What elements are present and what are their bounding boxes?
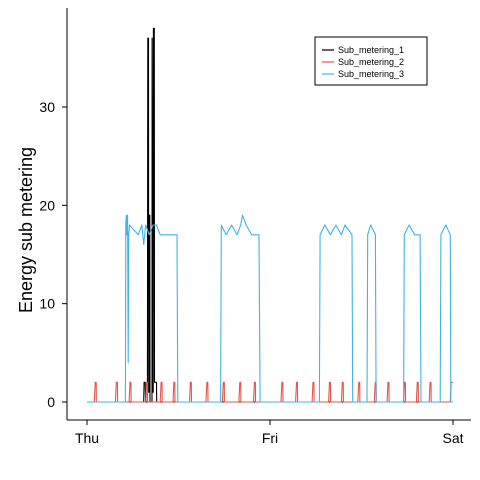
y-tick-label: 20 xyxy=(39,197,55,213)
plot-series-group xyxy=(87,27,453,403)
series-line-sub-metering-2 xyxy=(87,381,453,403)
y-tick-label: 30 xyxy=(39,99,55,115)
x-tick-label-thu: Thu xyxy=(75,430,99,446)
x-ticks-group: Thu Fri Sat xyxy=(75,420,464,446)
legend-label-sub-metering-1: Sub_metering_1 xyxy=(338,45,404,55)
legend-label-sub-metering-3: Sub_metering_3 xyxy=(338,69,404,79)
x-tick-label-fri: Fri xyxy=(262,430,278,446)
legend-label-sub-metering-2: Sub_metering_2 xyxy=(338,57,404,67)
y-ticks-group: 0 10 20 30 xyxy=(39,99,67,410)
series-line-sub-metering-3 xyxy=(87,214,453,403)
legend-box xyxy=(314,36,428,86)
y-tick-label: 0 xyxy=(47,394,55,410)
x-tick-label-sat: Sat xyxy=(442,430,463,446)
y-tick-label: 10 xyxy=(39,296,55,312)
y-axis-title: Energy sub metering xyxy=(16,147,36,313)
legend: Sub_metering_1 Sub_metering_2 Sub_meteri… xyxy=(314,36,428,86)
